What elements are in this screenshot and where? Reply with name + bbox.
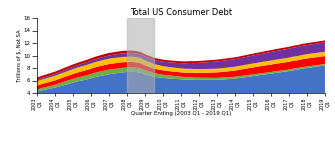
Y-axis label: Trillions of $, Not SA: Trillions of $, Not SA — [17, 29, 22, 82]
X-axis label: Quarter Ending (2003 Q1 - 2019 Q1): Quarter Ending (2003 Q1 - 2019 Q1) — [131, 111, 231, 116]
Bar — [127, 18, 154, 93]
Title: Total US Consumer Debt: Total US Consumer Debt — [130, 8, 232, 17]
